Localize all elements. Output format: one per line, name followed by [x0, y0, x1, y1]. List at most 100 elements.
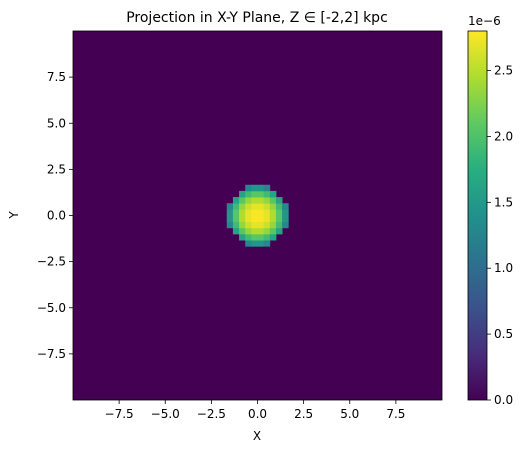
- y-tick-label: 5.0: [47, 116, 66, 130]
- x-tick-label: −5.0: [151, 407, 180, 421]
- heatmap-cell: [239, 197, 246, 204]
- heatmap-cell: [251, 203, 258, 210]
- heatmap-cell: [245, 190, 252, 198]
- heatmap-cell: [251, 209, 258, 216]
- heatmap-cell: [251, 240, 258, 247]
- heatmap-cell: [226, 221, 234, 229]
- heatmap-cell: [226, 215, 234, 223]
- heatmap: [73, 31, 442, 400]
- heatmap-cell: [232, 203, 240, 210]
- colorbar-offset-text: 1e−6: [468, 14, 501, 28]
- heatmap-cell: [263, 209, 271, 216]
- x-tick-label: −7.5: [105, 407, 134, 421]
- heatmap-cell: [239, 203, 246, 210]
- heatmap-cell: [239, 233, 246, 241]
- y-axis-label: Y: [7, 211, 21, 220]
- heatmap-cell: [275, 197, 283, 204]
- heatmap-cell: [251, 197, 258, 204]
- heatmap-cell: [257, 215, 265, 223]
- heatmap-cell: [263, 184, 271, 192]
- heatmap-cell: [257, 190, 265, 198]
- heatmap-cell: [263, 197, 271, 204]
- y-tick-label: −7.5: [37, 347, 66, 361]
- y-tick-label: 2.5: [47, 162, 66, 176]
- heatmap-cell: [275, 203, 283, 210]
- heatmap-cell: [239, 215, 246, 223]
- x-tick-label: 0.0: [248, 407, 267, 421]
- heatmap-cell: [275, 215, 283, 223]
- heatmap-cell: [275, 227, 283, 235]
- heatmap-cell: [257, 221, 265, 229]
- heatmap-cell: [275, 209, 283, 216]
- y-tick-label: −2.5: [37, 255, 66, 269]
- heatmap-cell: [226, 203, 234, 210]
- heatmap-cell: [282, 221, 289, 229]
- heatmap-cell: [245, 197, 252, 204]
- heatmap-cell: [251, 221, 258, 229]
- heatmap-cell: [245, 209, 252, 216]
- heatmap-cell: [263, 215, 271, 223]
- y-tick-label: 0.0: [47, 209, 66, 223]
- colorbar-axis: 0.0 0.5 1.0 1.5 2.0 2.5: [487, 64, 513, 407]
- heatmap-cell: [257, 209, 265, 216]
- x-axis: −7.5 −5.0 −2.5 0.0 2.5 5.0 7.5: [105, 400, 405, 421]
- heatmap-cell: [232, 197, 240, 204]
- heatmap-cell: [269, 203, 277, 210]
- heatmap-cell: [251, 227, 258, 235]
- heatmap-cell: [263, 221, 271, 229]
- heatmap-cell: [282, 203, 289, 210]
- heatmap-cell: [269, 227, 277, 235]
- colorbar-tick-label: 0.0: [494, 393, 513, 407]
- colorbar-tick-label: 1.5: [494, 195, 513, 209]
- x-tick-label: 5.0: [340, 407, 359, 421]
- heatmap-cell: [245, 233, 252, 241]
- heatmap-cell: [269, 197, 277, 204]
- heatmap-cell: [257, 240, 265, 247]
- heatmap-cell: [257, 233, 265, 241]
- colorbar-tick-label: 1.0: [494, 261, 513, 275]
- x-tick-label: −2.5: [197, 407, 226, 421]
- heatmap-cell: [263, 203, 271, 210]
- heatmap-cell: [232, 221, 240, 229]
- heatmap-cell: [269, 190, 277, 198]
- heatmap-cell: [232, 227, 240, 235]
- x-tick-label: 7.5: [386, 407, 405, 421]
- y-tick-label: 7.5: [47, 70, 66, 84]
- heatmap-cell: [245, 240, 252, 247]
- colorbar-tick-label: 2.0: [494, 129, 513, 143]
- heatmap-cell: [282, 215, 289, 223]
- colorbar-tick-label: 0.5: [494, 327, 513, 341]
- colorbar: [467, 30, 488, 401]
- heatmap-cell: [239, 221, 246, 229]
- heatmap-cell: [239, 227, 246, 235]
- heatmap-cell: [282, 209, 289, 216]
- heatmap-cell: [263, 240, 271, 247]
- heatmap-cell: [257, 197, 265, 204]
- heatmap-cell: [263, 227, 271, 235]
- heatmap-cell: [232, 215, 240, 223]
- heatmap-cell: [257, 227, 265, 235]
- heatmap-cell: [257, 184, 265, 192]
- heatmap-cell: [245, 227, 252, 235]
- x-tick-label: 2.5: [294, 407, 313, 421]
- heatmap-cell: [269, 221, 277, 229]
- y-axis: 7.5 5.0 2.5 0.0 −2.5 −5.0 −7.5: [37, 70, 73, 361]
- heatmap-cell: [232, 209, 240, 216]
- heatmap-cell: [257, 203, 265, 210]
- heatmap-cell: [269, 233, 277, 241]
- heatmap-cell: [275, 221, 283, 229]
- heatmap-cell: [269, 215, 277, 223]
- heatmap-cell: [245, 184, 252, 192]
- heatmap-cell: [251, 190, 258, 198]
- heatmap-cell: [251, 233, 258, 241]
- heatmap-cell: [269, 209, 277, 216]
- heatmap-cell: [251, 215, 258, 223]
- heatmap-cell: [245, 215, 252, 223]
- heatmap-cell: [251, 184, 258, 192]
- heatmap-cell: [239, 190, 246, 198]
- heatmap-cell: [263, 233, 271, 241]
- heatmap-cell: [245, 221, 252, 229]
- heatmap-cell: [226, 209, 234, 216]
- y-tick-label: −5.0: [37, 301, 66, 315]
